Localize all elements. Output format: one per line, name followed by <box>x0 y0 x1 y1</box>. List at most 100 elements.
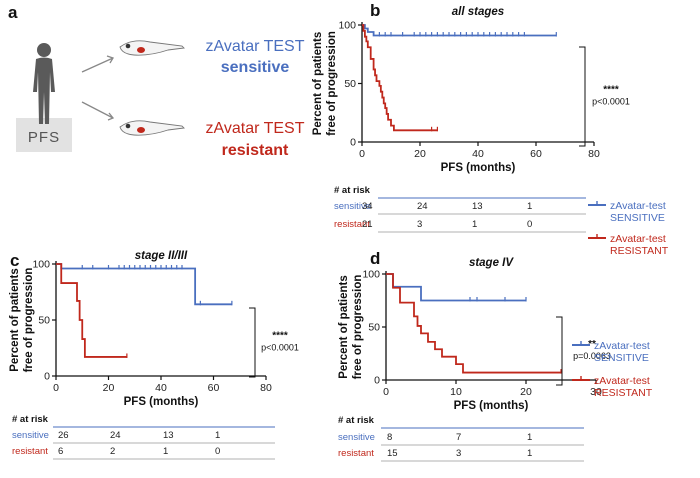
x-tick-label: 60 <box>530 148 542 160</box>
significance-stars: **** <box>272 331 288 342</box>
significance-bracket <box>556 316 563 386</box>
panel-letter-a: a <box>8 3 18 22</box>
chart-title: all stages <box>452 6 504 18</box>
y-axis-label: free of progression <box>326 31 338 136</box>
sensitive-test-label: zAvatar TEST <box>206 38 305 55</box>
pfs-pedestal-label: PFS <box>28 129 60 146</box>
risk-cell: 1 <box>527 448 532 459</box>
x-tick-label: 20 <box>520 386 532 398</box>
x-axis-label: PFS (months) <box>441 162 516 174</box>
legend-label-resistant: zAvatar-test <box>610 233 666 245</box>
risk-cell: 13 <box>163 430 174 441</box>
risk-row-label-sensitive: sensitive <box>12 430 49 441</box>
sensitive-label: sensitive <box>221 59 290 76</box>
y-tick-label: 50 <box>344 78 356 90</box>
p-value: p<0.0001 <box>261 343 299 353</box>
risk-cell: 13 <box>472 201 483 212</box>
panel-letter-d: d <box>370 249 380 268</box>
x-tick-label: 0 <box>359 148 365 160</box>
risk-cell: 6 <box>58 446 63 457</box>
panel-a: a PFS zAvatar TEST sensitive z <box>8 3 305 159</box>
risk-table-header: # at risk <box>338 415 375 426</box>
x-tick-label: 30 <box>590 386 602 398</box>
legend-label-sensitive: zAvatar-test <box>610 200 666 212</box>
arrow-icons <box>81 55 115 121</box>
series-line-sensitive <box>56 263 232 306</box>
p-value: p<0.0001 <box>592 97 630 107</box>
x-tick-label: 20 <box>414 148 426 160</box>
x-axis-label: PFS (months) <box>124 396 199 408</box>
risk-cell: 1 <box>163 446 168 457</box>
legend-label-sensitive: SENSITIVE <box>594 352 649 364</box>
risk-cell: 1 <box>527 201 532 212</box>
significance-bracket <box>249 307 256 378</box>
chart-title: stage II/III <box>135 250 188 262</box>
x-tick-label: 60 <box>208 382 220 394</box>
y-axis-label: free of progression <box>352 275 364 380</box>
panel-b: b all stages 0 50 100 0 20 40 60 80 PFS (months) Pe… <box>312 1 669 257</box>
x-tick-label: 80 <box>588 148 600 160</box>
pedestal <box>16 118 72 152</box>
risk-cell: 15 <box>387 448 398 459</box>
x-tick-label: 80 <box>260 382 272 394</box>
resistant-label: resistant <box>222 142 289 159</box>
human-silhouette-icon <box>33 43 55 124</box>
series-line-resistant <box>386 273 561 374</box>
risk-cell: 3 <box>417 219 422 230</box>
x-tick-label: 0 <box>53 382 59 394</box>
legend-label-resistant: RESISTANT <box>594 387 653 399</box>
resistant-test-label: zAvatar TEST <box>206 120 305 137</box>
risk-row-label-sensitive: sensitive <box>334 201 371 212</box>
series-line-sensitive <box>362 24 557 37</box>
x-tick-label: 40 <box>472 148 484 160</box>
y-tick-label: 100 <box>338 20 356 32</box>
significance-stars: **** <box>603 85 619 96</box>
y-tick-label: 0 <box>374 375 380 387</box>
x-axis-label: PFS (months) <box>454 400 529 412</box>
risk-cell: 21 <box>362 219 373 230</box>
significance-bracket <box>579 46 586 147</box>
y-axis-label: free of progression <box>23 268 35 373</box>
y-axis-label: Percent of patients <box>9 268 21 372</box>
y-tick-label: 100 <box>32 259 50 271</box>
risk-cell: 26 <box>58 430 69 441</box>
panel-letter-b: b <box>370 1 380 20</box>
risk-cell: 1 <box>472 219 477 230</box>
risk-cell: 8 <box>387 432 392 443</box>
risk-cell: 3 <box>456 448 461 459</box>
legend-label-resistant: zAvatar-test <box>594 375 650 387</box>
y-tick-label: 0 <box>350 137 356 149</box>
risk-cell: 0 <box>527 219 532 230</box>
risk-table-header: # at risk <box>334 185 371 196</box>
panel-d: d stage IV 0 50 100 0 10 20 30 PFS (months) Percen… <box>338 249 653 462</box>
series-line-resistant <box>56 263 127 358</box>
risk-cell: 1 <box>215 430 220 441</box>
risk-cell: 0 <box>215 446 220 457</box>
risk-cell: 34 <box>362 201 373 212</box>
significance-stars: ** <box>588 339 596 350</box>
y-tick-label: 0 <box>44 371 50 383</box>
chart-title: stage IV <box>469 257 514 269</box>
risk-row-label-resistant: resistant <box>12 446 48 457</box>
zebrafish-larva-icon <box>119 40 185 56</box>
risk-row-label-resistant: resistant <box>334 219 370 230</box>
x-tick-label: 20 <box>103 382 115 394</box>
risk-cell: 2 <box>110 446 115 457</box>
legend-label-sensitive: SENSITIVE <box>610 212 665 224</box>
risk-row-label-resistant: resistant <box>338 448 374 459</box>
risk-cell: 7 <box>456 432 461 443</box>
y-tick-label: 50 <box>38 315 50 327</box>
x-tick-label: 0 <box>383 386 389 398</box>
y-axis-label: Percent of patients <box>312 32 324 136</box>
legend-label-resistant: RESISTANT <box>610 245 669 257</box>
series-line-resistant <box>362 24 438 132</box>
legend-label-sensitive: zAvatar-test <box>594 340 650 352</box>
series-line-sensitive <box>386 273 526 302</box>
risk-table-header: # at risk <box>12 414 49 425</box>
risk-cell: 1 <box>527 432 532 443</box>
risk-row-label-sensitive: sensitive <box>338 432 375 443</box>
y-tick-label: 100 <box>362 269 380 281</box>
panel-letter-c: c <box>10 251 19 270</box>
